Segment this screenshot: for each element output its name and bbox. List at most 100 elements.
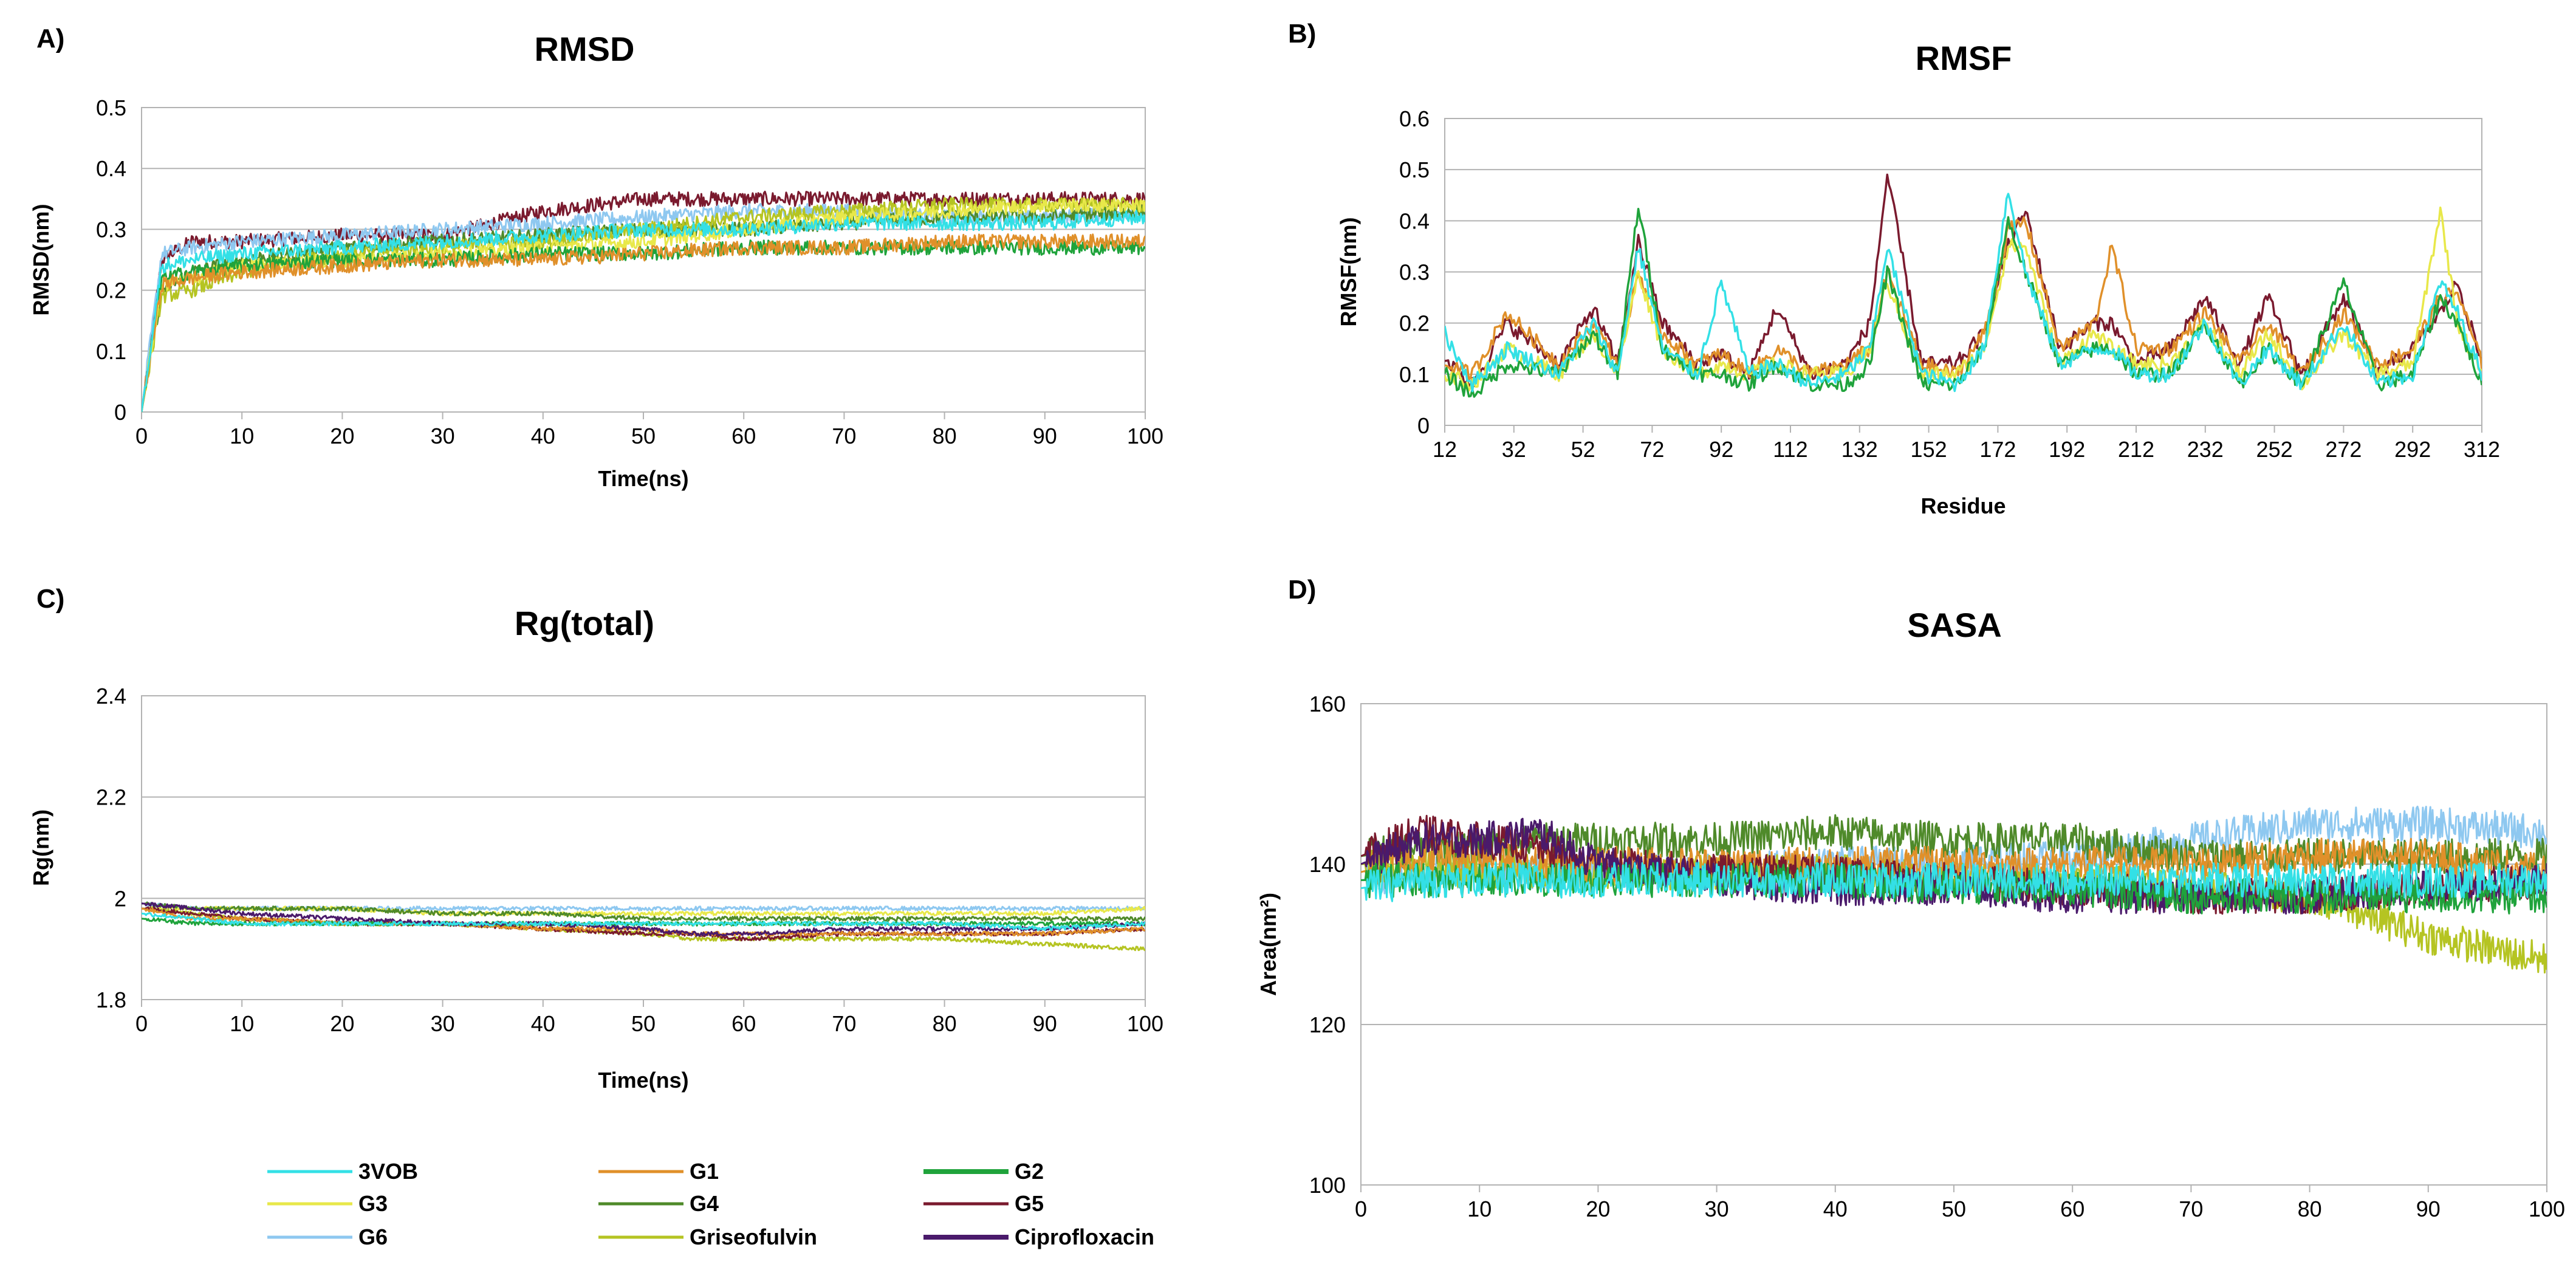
series-line-rg-ciprofloxacin [142, 902, 1145, 937]
x-tick-label-rmsf: 232 [2187, 437, 2224, 462]
x-tick-label-rmsf: 192 [2049, 437, 2085, 462]
x-tick-label-rmsf: 292 [2394, 437, 2431, 462]
series-line-sasa-3vob [1361, 861, 2547, 902]
x-tick-label-sasa: 10 [1467, 1196, 1492, 1221]
x-axis-title-rmsf: Residue [1920, 493, 2006, 518]
y-tick-label-rmsf: 0 [1417, 413, 1430, 438]
panel-letter-rg: C) [36, 584, 64, 614]
y-tick-label-rmsd: 0.4 [96, 156, 126, 181]
x-tick-label-rg: 50 [631, 1011, 656, 1036]
legend-label-g4: G4 [690, 1191, 719, 1216]
y-tick-label-rmsd: 0.3 [96, 217, 126, 242]
x-tick-label-rmsf: 172 [1979, 437, 2016, 462]
x-tick-label-rg: 0 [135, 1011, 148, 1036]
x-tick-label-rg: 20 [330, 1011, 354, 1036]
y-tick-label-rmsf: 0.1 [1399, 362, 1430, 387]
x-tick-label-rmsd: 100 [1127, 424, 1163, 448]
x-tick-label-rmsd: 50 [631, 424, 656, 448]
x-tick-label-sasa: 50 [1942, 1196, 1966, 1221]
legend-label-griseofulvin: Griseofulvin [690, 1224, 817, 1249]
series-group-rmsd [142, 190, 1145, 413]
rmsf-chart: B) RMSF 0 0.1 0.2 0.3 0.4 0.5 0.6 12 32 52 72 92 112 13… [1288, 19, 2500, 518]
y-axis-title-rg: Rg(nm) [29, 809, 53, 886]
x-tick-label-rg: 10 [230, 1011, 254, 1036]
x-tick-label-rmsf: 112 [1773, 437, 1807, 462]
series-group-rg [142, 901, 1145, 952]
legend-label-g3: G3 [358, 1191, 388, 1216]
y-tick-label-sasa: 100 [1309, 1173, 1346, 1198]
y-tick-label-rg: 2.2 [96, 785, 126, 810]
x-tick-label-sasa: 40 [1823, 1196, 1848, 1221]
y-tick-label-rmsf: 0.2 [1399, 311, 1430, 336]
y-tick-label-rmsd: 0 [114, 400, 126, 425]
x-tick-label-rg: 40 [531, 1011, 555, 1036]
x-tick-label-rg: 80 [933, 1011, 957, 1036]
x-tick-label-rmsd: 0 [135, 424, 148, 448]
x-tick-label-rmsf: 212 [2118, 437, 2154, 462]
x-tick-label-rmsf: 12 [1433, 437, 1457, 462]
x-tick-label-rg: 70 [832, 1011, 856, 1036]
y-tick-label-sasa: 140 [1309, 852, 1346, 877]
x-tick-label-rmsf: 272 [2325, 437, 2362, 462]
x-tick-label-rmsf: 312 [2464, 437, 2500, 462]
x-tick-label-rmsd: 80 [933, 424, 957, 448]
series-line-rmsd-g1 [142, 233, 1145, 413]
series-line-rmsf-g2 [1445, 207, 2482, 398]
x-tick-label-sasa: 0 [1355, 1196, 1367, 1221]
x-tick-label-sasa: 80 [2298, 1196, 2322, 1221]
y-axis-title-sasa: Area(nm²) [1256, 893, 1281, 996]
series-line-rmsf-g3 [1445, 206, 2482, 392]
x-tick-label-sasa: 60 [2060, 1196, 2084, 1221]
y-tick-label-rg: 1.8 [96, 987, 126, 1012]
y-tick-label-rmsd: 0.2 [96, 278, 126, 303]
plot-area-rg [141, 695, 1146, 1000]
x-tick-label-sasa: 100 [2529, 1196, 2565, 1221]
x-tick-label-rmsd: 10 [230, 424, 254, 448]
series-line-rg-3vob [142, 912, 1145, 932]
series-line-rmsd-g2 [142, 239, 1145, 413]
x-tick-label-rmsf: 32 [1502, 437, 1526, 462]
y-tick-label-rmsf: 0.4 [1399, 208, 1430, 233]
legend-label-ciprofloxacin: Ciprofloxacin [1015, 1224, 1154, 1249]
x-tick-label-rmsf: 152 [1911, 437, 1947, 462]
x-tick-label-sasa: 90 [2416, 1196, 2441, 1221]
y-tick-label-rmsd: 0.5 [96, 95, 126, 120]
series-line-rmsd-3vob [142, 210, 1145, 413]
series-line-rg-g4 [142, 901, 1145, 922]
x-tick-label-rmsd: 40 [531, 424, 555, 448]
legend-label-g2: G2 [1015, 1159, 1044, 1184]
series-line-rmsd-g3 [142, 197, 1145, 413]
x-tick-label-sasa: 70 [2179, 1196, 2203, 1221]
rg-chart: C) Rg(total) 1.8 2 2.2 2.4 0 10 20 30 40 50 60 70 80 90… [29, 584, 1163, 1093]
y-axis-title-rmsf: RMSF(nm) [1336, 218, 1361, 327]
x-tick-label-sasa: 30 [1705, 1196, 1729, 1221]
chart-title-rmsf: RMSF [1916, 39, 2012, 77]
sasa-chart: D) SASA 100 120 140 160 0 10 20 30 40 50 60 70 80 90 100… [1256, 575, 2565, 1221]
x-tick-label-rmsd: 30 [431, 424, 455, 448]
legend-label-g6: G6 [358, 1224, 388, 1249]
x-tick-label-rmsf: 72 [1640, 437, 1664, 462]
chart-title-sasa: SASA [1907, 606, 2002, 644]
y-tick-label-sasa: 160 [1309, 692, 1346, 716]
legend-label-3vob: 3VOB [358, 1159, 418, 1184]
plot-area-sasa [1360, 703, 2547, 1186]
chart-title-rg: Rg(total) [515, 604, 654, 642]
y-tick-label-rg: 2.4 [96, 684, 126, 709]
series-line-rmsd-g5 [142, 190, 1145, 413]
y-tick-label-rmsd: 0.1 [96, 339, 126, 364]
panel-letter-rmsd: A) [36, 24, 64, 53]
panel-letter-rmsf: B) [1288, 19, 1316, 49]
x-tick-label-rmsd: 20 [330, 424, 354, 448]
series-group-sasa [1361, 805, 2547, 974]
y-tick-label-sasa: 120 [1309, 1012, 1346, 1037]
x-tick-label-rg: 90 [1033, 1011, 1057, 1036]
x-tick-label-rg: 30 [431, 1011, 455, 1036]
series-group-rmsf [1445, 173, 2482, 398]
y-tick-label-rmsf: 0.5 [1399, 157, 1430, 182]
legend-label-g5: G5 [1015, 1191, 1044, 1216]
y-tick-label-rmsf: 0.3 [1399, 260, 1430, 285]
series-line-rmsf-3vob [1445, 193, 2482, 393]
y-axis-title-rmsd: RMSD(nm) [29, 204, 53, 316]
legend-label-g1: G1 [690, 1159, 719, 1184]
